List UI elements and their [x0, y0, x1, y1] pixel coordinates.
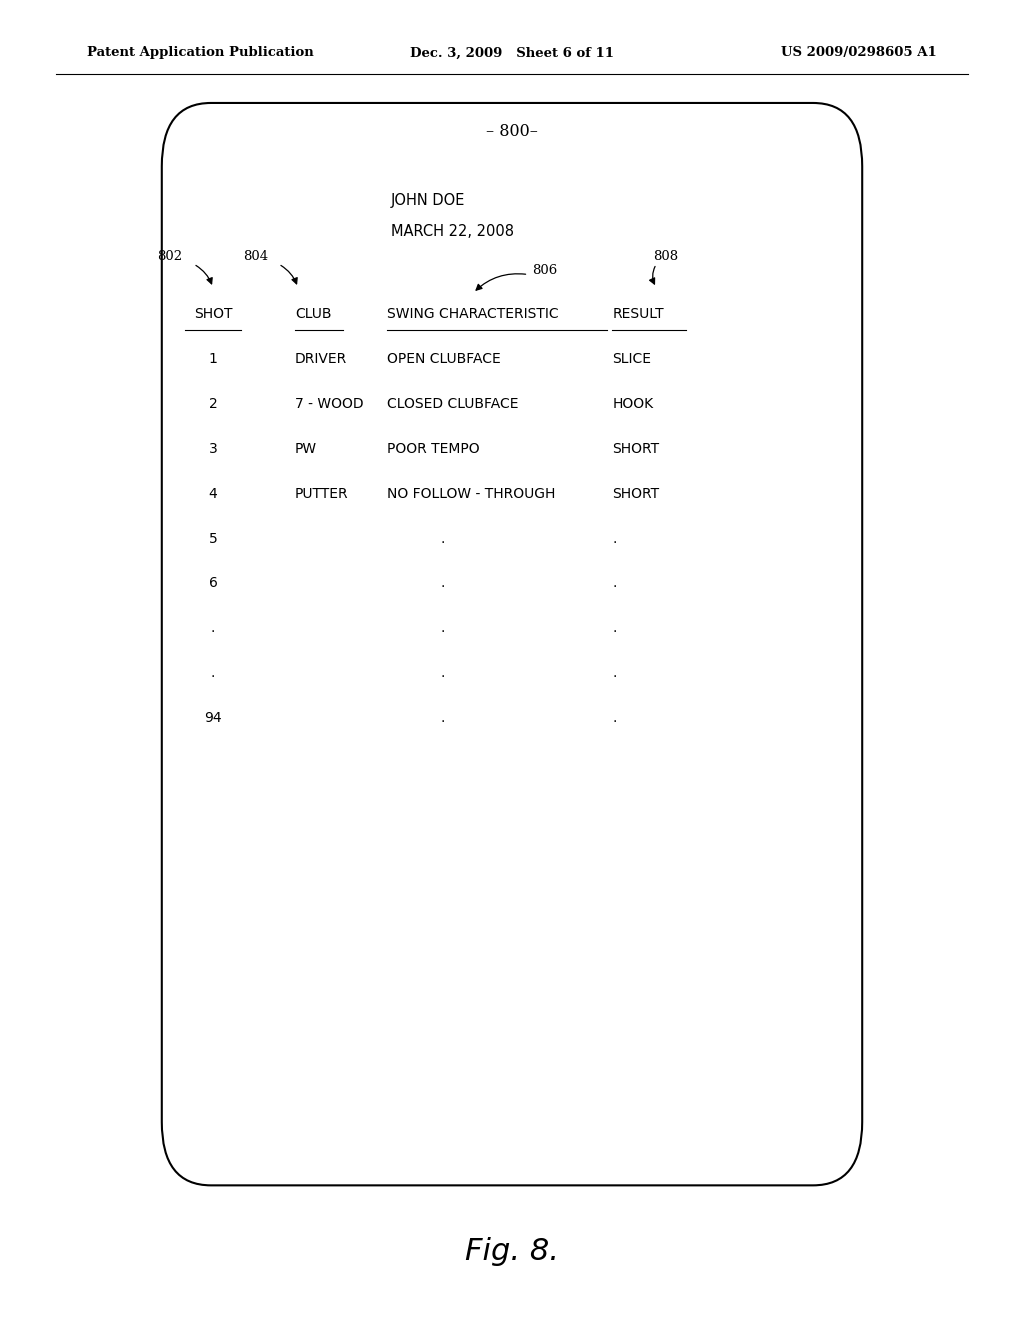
Text: 2: 2	[209, 397, 217, 411]
Text: CLOSED CLUBFACE: CLOSED CLUBFACE	[387, 397, 518, 411]
Text: .: .	[440, 577, 444, 590]
Text: 6: 6	[209, 577, 217, 590]
Text: DRIVER: DRIVER	[295, 352, 347, 366]
Text: .: .	[440, 622, 444, 635]
Text: SHORT: SHORT	[612, 442, 659, 455]
Text: .: .	[612, 532, 616, 545]
Text: – 800–: – 800–	[486, 124, 538, 140]
Text: .: .	[440, 711, 444, 725]
FancyBboxPatch shape	[162, 103, 862, 1185]
Text: RESULT: RESULT	[612, 308, 664, 321]
Text: 802: 802	[157, 249, 182, 263]
Text: 806: 806	[532, 264, 558, 277]
Text: Patent Application Publication: Patent Application Publication	[87, 46, 313, 59]
Text: Dec. 3, 2009   Sheet 6 of 11: Dec. 3, 2009 Sheet 6 of 11	[410, 46, 614, 59]
Text: 7 - WOOD: 7 - WOOD	[295, 397, 364, 411]
Text: NO FOLLOW - THROUGH: NO FOLLOW - THROUGH	[387, 487, 555, 500]
Text: HOOK: HOOK	[612, 397, 653, 411]
Text: .: .	[211, 622, 215, 635]
Text: 1: 1	[209, 352, 217, 366]
Text: .: .	[612, 711, 616, 725]
Text: PW: PW	[295, 442, 317, 455]
Text: 804: 804	[243, 249, 268, 263]
Text: SLICE: SLICE	[612, 352, 651, 366]
Text: .: .	[440, 532, 444, 545]
Text: .: .	[440, 667, 444, 680]
Text: .: .	[612, 622, 616, 635]
Text: SHORT: SHORT	[612, 487, 659, 500]
Text: 5: 5	[209, 532, 217, 545]
Text: .: .	[612, 577, 616, 590]
Text: SWING CHARACTERISTIC: SWING CHARACTERISTIC	[387, 308, 559, 321]
Text: CLUB: CLUB	[295, 308, 332, 321]
Text: 3: 3	[209, 442, 217, 455]
Text: PUTTER: PUTTER	[295, 487, 348, 500]
Text: OPEN CLUBFACE: OPEN CLUBFACE	[387, 352, 501, 366]
Text: POOR TEMPO: POOR TEMPO	[387, 442, 479, 455]
Text: .: .	[612, 667, 616, 680]
Text: JOHN DOE: JOHN DOE	[391, 193, 466, 209]
Text: 4: 4	[209, 487, 217, 500]
Text: Fig. 8.: Fig. 8.	[465, 1237, 559, 1266]
Text: .: .	[211, 667, 215, 680]
Text: SHOT: SHOT	[194, 308, 232, 321]
Text: 94: 94	[204, 711, 222, 725]
Text: 808: 808	[653, 249, 679, 263]
Text: US 2009/0298605 A1: US 2009/0298605 A1	[781, 46, 937, 59]
Text: MARCH 22, 2008: MARCH 22, 2008	[391, 223, 514, 239]
